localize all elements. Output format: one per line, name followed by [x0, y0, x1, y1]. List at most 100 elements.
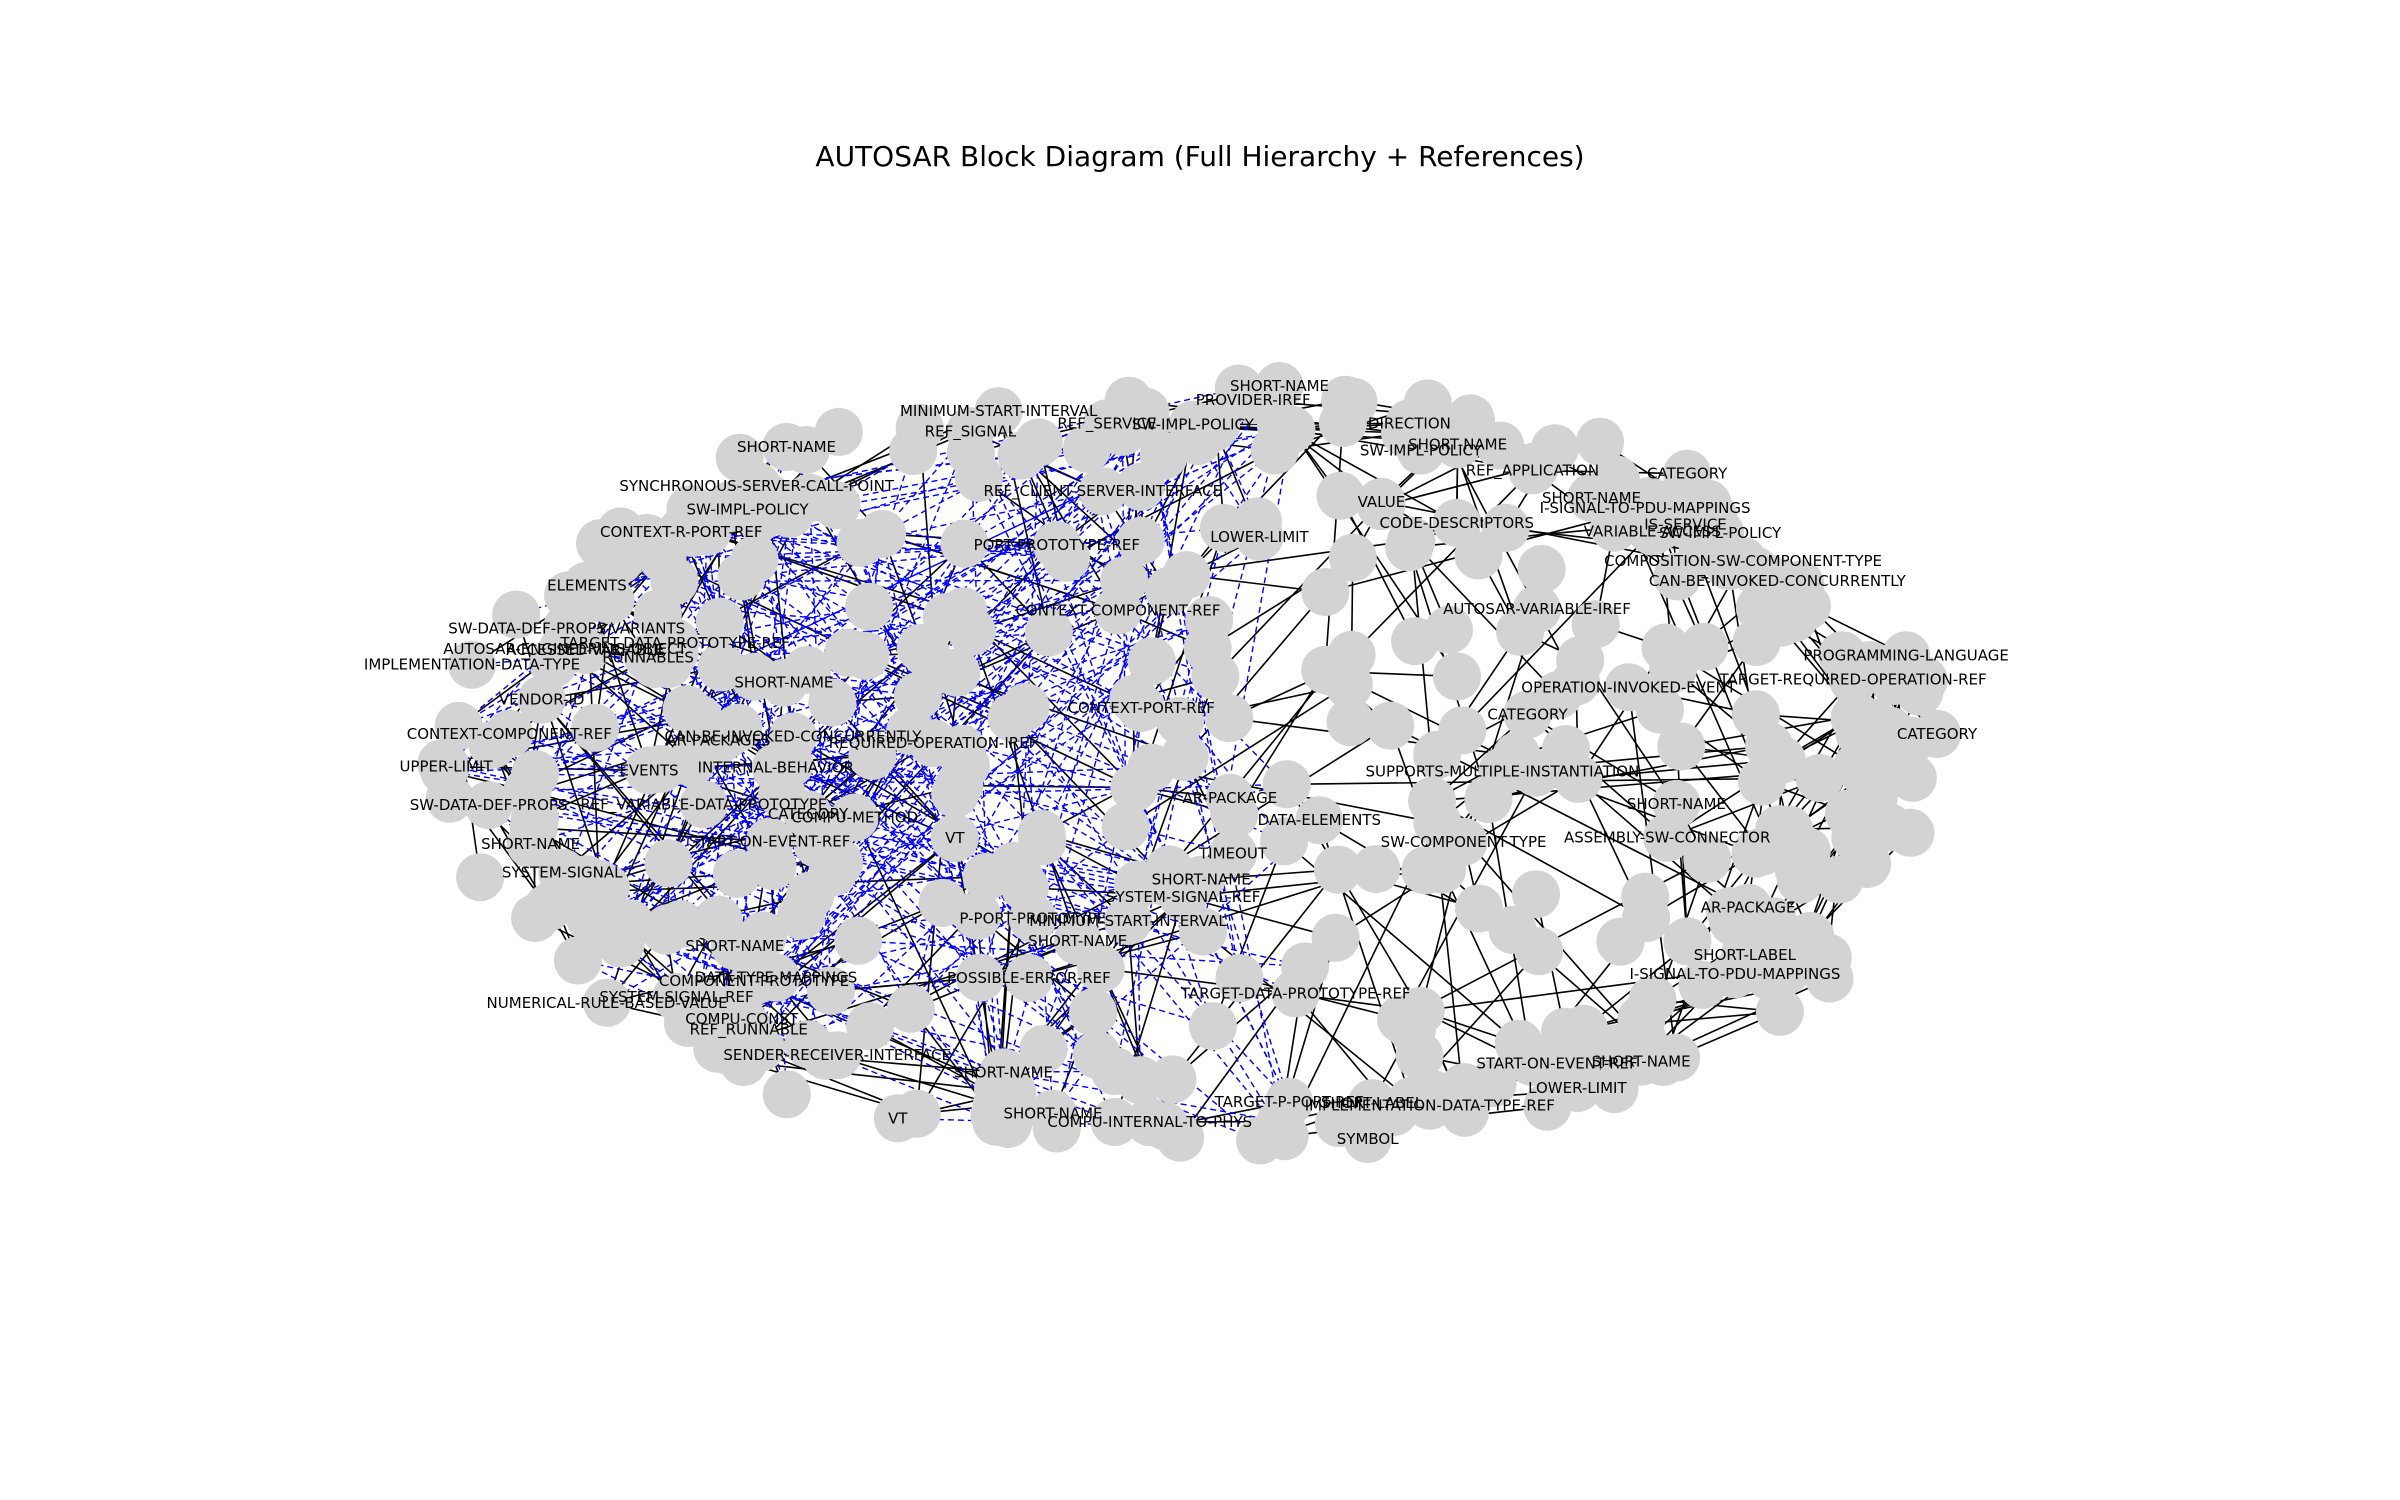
node-label: TARGET-P-PORT-REF: [1214, 1093, 1364, 1111]
graph-node: [1652, 779, 1701, 828]
reference-edge: [868, 606, 1142, 709]
node-label: AUTOSAR-ENGINEERING-OBJECT: [443, 640, 687, 658]
node-label: OPERATION-INVOKED-EVENT: [1521, 678, 1736, 696]
node-label: SW-DATA-DEF-PROPS: [410, 796, 568, 814]
graph-node: [1019, 1025, 1068, 1074]
reference-edge: [629, 590, 1170, 924]
graph-node: [1366, 701, 1415, 750]
reference-edge: [954, 837, 1164, 883]
reference-edge: [1121, 431, 1127, 827]
node-label: ASSEMBLY-SW-CONNECTOR: [1564, 829, 1770, 847]
node-label: LOWER-LIMIT: [1528, 1079, 1627, 1097]
graph-node: [953, 891, 1002, 940]
graph-node: [748, 842, 797, 890]
graph-node: [786, 871, 835, 920]
hierarchy-edge: [775, 837, 956, 979]
hierarchy-edge: [743, 1061, 1013, 1093]
graph-node: [1127, 637, 1176, 686]
graph-node: [644, 839, 693, 888]
node-label: SW-DATA-DEF-PROPS-VARIANTS: [448, 620, 685, 638]
graph-node: [1265, 1077, 1314, 1126]
graph-node: [848, 731, 897, 780]
graph-node: [538, 625, 587, 674]
node-label: CATEGORY: [1487, 706, 1568, 724]
graph-node: [1710, 950, 1759, 999]
graph-node: [1635, 685, 1684, 734]
graph-node: [886, 706, 935, 755]
node-label: RUNNABLES: [602, 649, 694, 667]
node-label: SENDER-RECEIVER-INTERFACE: [723, 1046, 951, 1064]
node-label: SHORT-LABEL: [1321, 1094, 1424, 1112]
graph-node: [693, 1024, 742, 1073]
graph-node: [1396, 426, 1445, 475]
reference-edge: [978, 477, 1290, 1103]
hierarchy-edge: [1351, 469, 1533, 656]
node-label: SHORT-NAME: [737, 438, 836, 456]
node-label: SHORT-NAME: [1152, 871, 1251, 889]
graph-node: [1316, 471, 1365, 520]
node-label: ACCESSED-VARIABLE: [506, 641, 664, 659]
graph-node: [1795, 754, 1844, 802]
graph-node: [1156, 696, 1204, 745]
graph-node: [783, 646, 832, 694]
hierarchy-edge: [854, 817, 996, 1116]
graph-node: [1649, 644, 1698, 693]
node-label: AR-PACKAGES: [666, 731, 770, 749]
graph-nodes: [417, 362, 1961, 1165]
node-label: SW-IMPL-POLICY: [1132, 416, 1255, 434]
node-label: SYSTEM-SIGNAL-REF: [599, 988, 753, 1006]
graph-node: [1517, 545, 1566, 593]
graph-node: [784, 790, 832, 839]
reference-edge: [606, 793, 956, 1004]
graph-node: [762, 422, 811, 471]
reference-edge: [741, 1018, 997, 1123]
node-label: SYNCHRONOUS-SERVER-CALL-POINT: [619, 477, 894, 495]
node-label: SHORT-NAME: [1408, 435, 1507, 453]
reference-edge: [792, 424, 1282, 738]
graph-node: [1683, 835, 1732, 883]
graph-node: [1832, 691, 1881, 740]
hierarchy-edge: [1184, 591, 1327, 758]
graph-node: [644, 640, 693, 689]
reference-edge: [1144, 411, 1241, 979]
reference-edge: [706, 524, 755, 982]
graph-node: [1301, 568, 1350, 616]
graph-node: [947, 607, 996, 656]
graph-node: [1352, 845, 1401, 894]
reference-edge: [726, 542, 862, 735]
node-label: CONTEXT-R-PORT-REF: [600, 523, 763, 541]
graph-node: [940, 519, 989, 568]
reference-edge: [839, 786, 1135, 864]
reference-edge: [610, 599, 1166, 1127]
graph-node: [1464, 775, 1513, 824]
reference-edge: [1032, 610, 1119, 919]
node-label: POSSIBLE-ERROR-REF: [947, 969, 1111, 987]
graph-node: [1306, 647, 1355, 696]
hierarchy-edge: [937, 669, 1185, 758]
reference-edge: [555, 901, 755, 982]
graph-node: [1209, 829, 1257, 878]
graph-node: [1576, 417, 1624, 466]
node-label: REF_CLIENT-SERVER-INTERFACE: [983, 482, 1222, 501]
graph-node: [492, 590, 541, 639]
reference-edge: [1020, 442, 1040, 881]
reference-edge: [444, 764, 784, 772]
graph-node: [596, 919, 645, 968]
graph-node: [734, 494, 783, 543]
graph-node: [889, 427, 938, 476]
graph-node: [1401, 846, 1450, 895]
node-label: UPPER-LIMIT: [399, 758, 493, 776]
reference-edge: [1092, 1011, 1173, 1080]
reference-edge: [941, 427, 1216, 904]
node-label: VARIABLE-ACCESS: [1584, 522, 1721, 540]
node-label: COMPONENT-PROTOTYPE: [659, 972, 849, 990]
graph-node: [1188, 1002, 1237, 1051]
node-label: SHORT-NAME: [1028, 932, 1127, 950]
graph-node: [997, 431, 1046, 480]
reference-edge: [762, 698, 1134, 937]
graph-node: [815, 838, 864, 887]
graph-node: [836, 518, 885, 567]
reference-edge: [620, 423, 1147, 944]
graph-node: [1313, 845, 1362, 894]
node-label: COMPU-INTERNAL-TO-PHYS: [1047, 1113, 1252, 1131]
